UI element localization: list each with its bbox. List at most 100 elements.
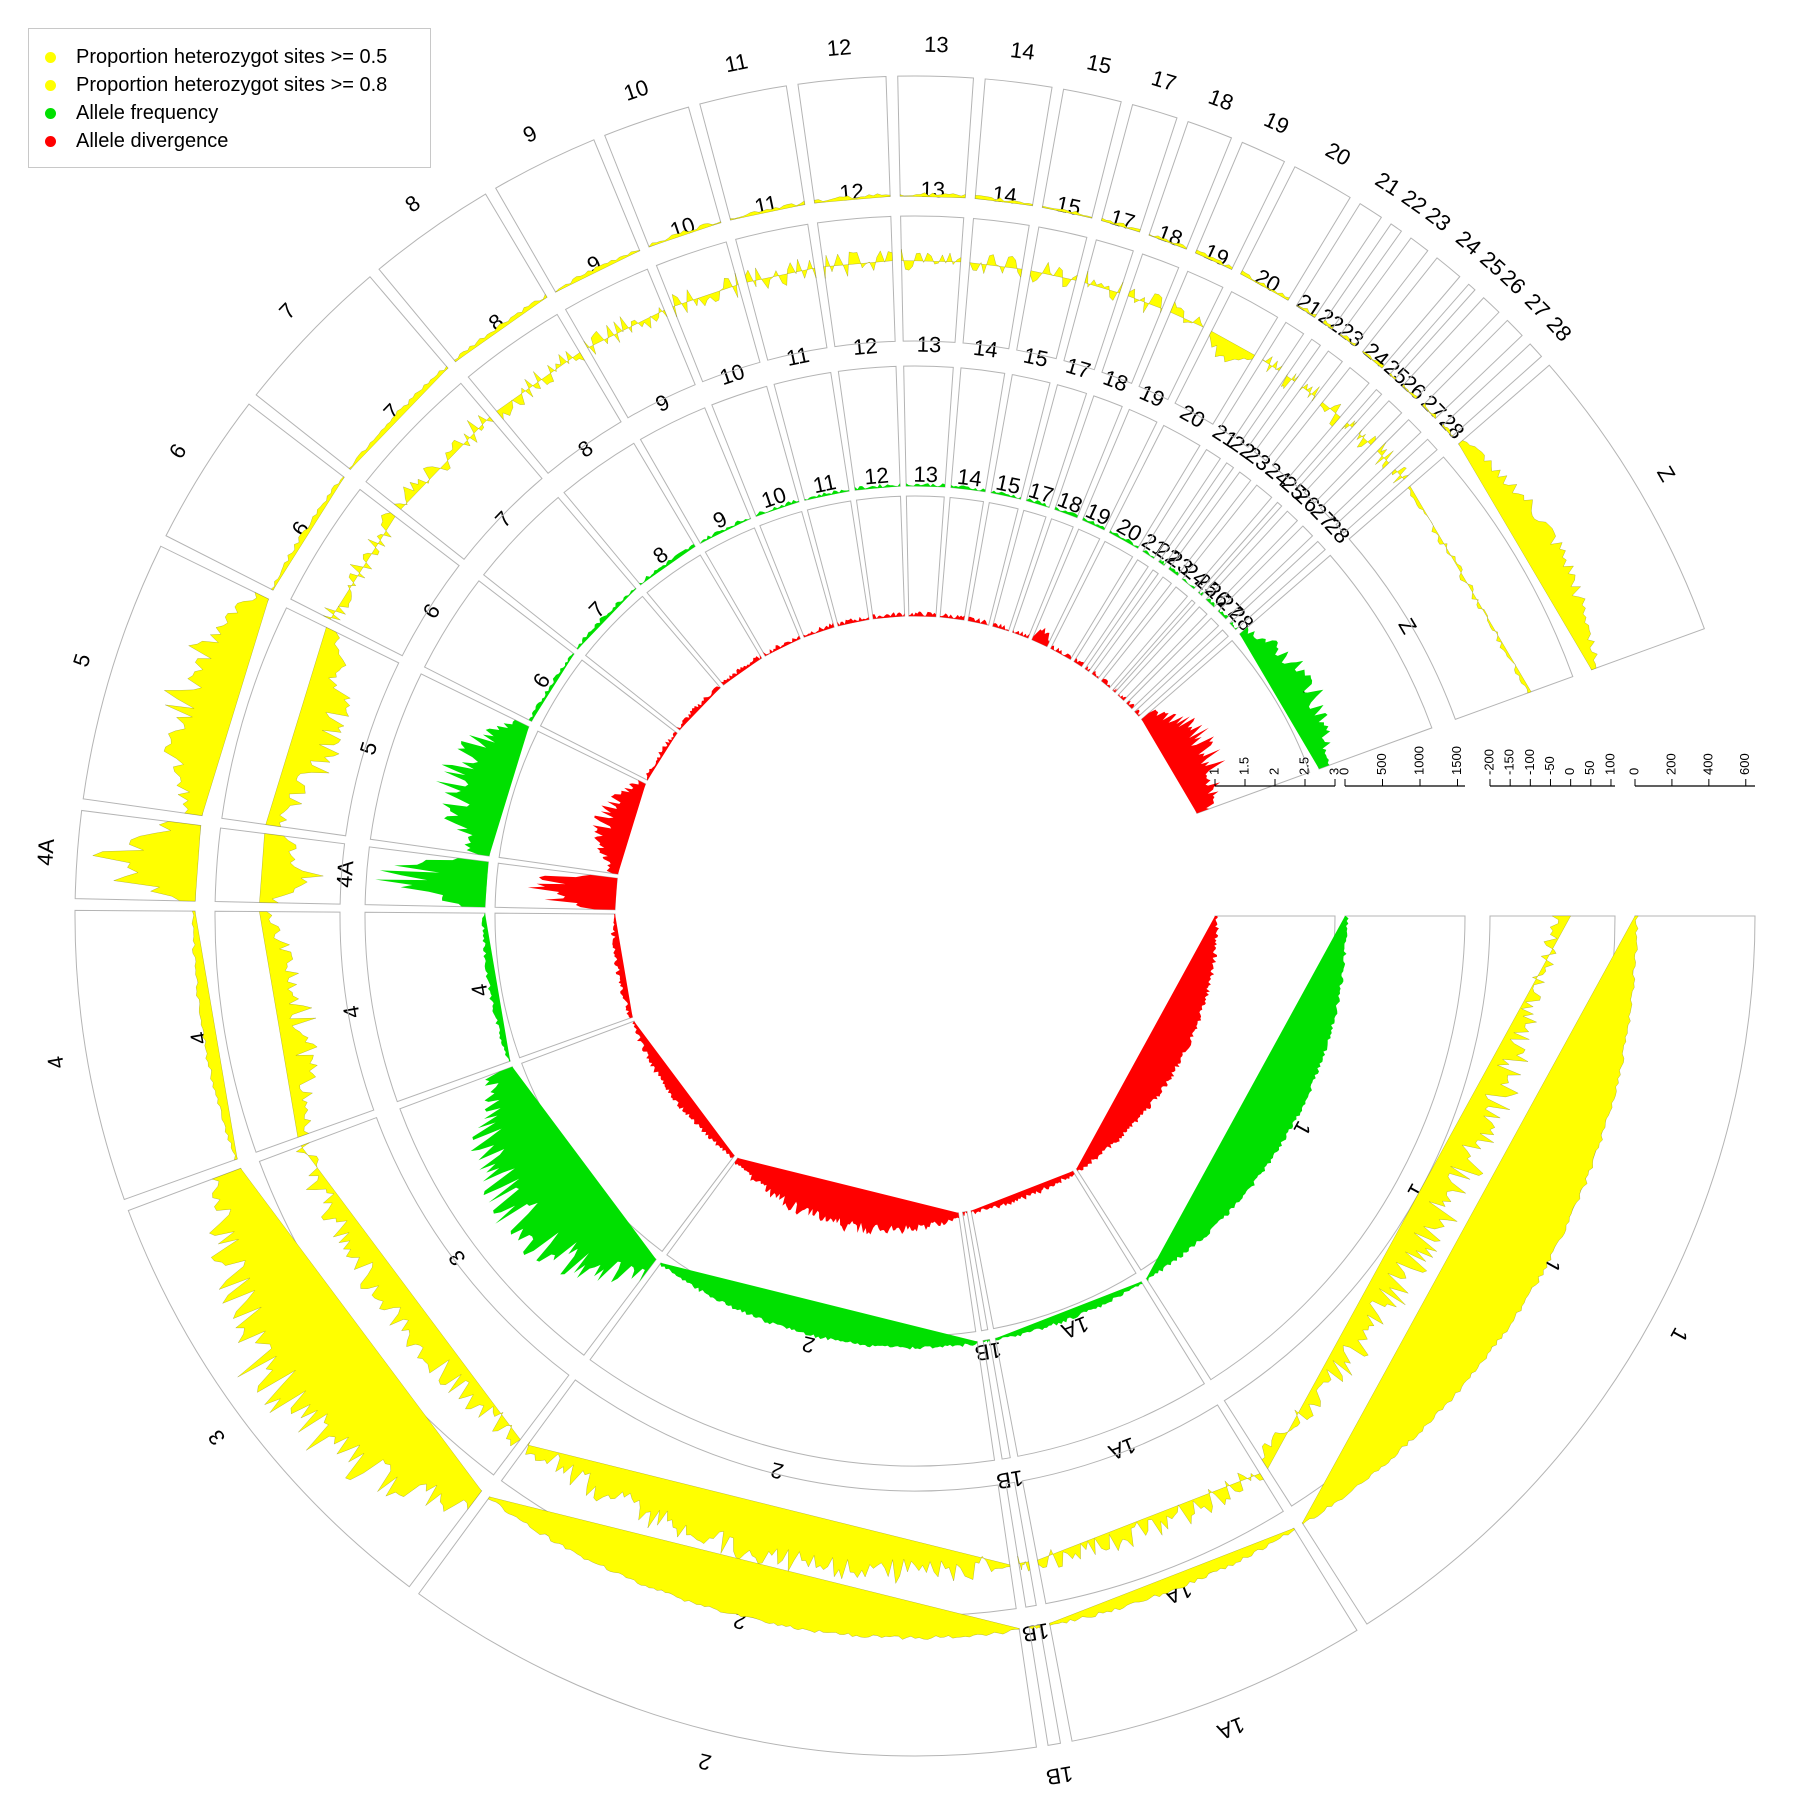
data-area: [259, 833, 324, 904]
chromosome-label: 1A: [1105, 1432, 1139, 1465]
data-area: [375, 858, 489, 908]
axis-tick-label: 1.5: [1236, 757, 1251, 775]
data-area: [454, 293, 548, 362]
data-area: [481, 913, 511, 1062]
chromosome-label: 20: [1176, 399, 1210, 433]
data-area: [1391, 467, 1409, 484]
data-area: [1101, 217, 1141, 233]
data-area: [1037, 1472, 1264, 1569]
chromosome-segment: [939, 496, 985, 621]
axis-tick-label: -200: [1481, 749, 1496, 775]
legend-label: Allele divergence: [76, 129, 229, 152]
chromosome-label: 6: [164, 439, 192, 463]
axis-tick-label: 50: [1582, 761, 1597, 775]
chromosome-label: 1B: [973, 1337, 1004, 1366]
data-area: [1407, 485, 1532, 694]
chromosome-segment: [564, 268, 696, 419]
chromosome-label: 21: [1371, 167, 1405, 201]
chromosome-label: 5: [68, 651, 95, 670]
legend-swatch: [45, 51, 56, 63]
legend-swatch: [45, 79, 56, 91]
chromosome-label: 13: [920, 177, 945, 203]
data-area: [1031, 627, 1050, 647]
chromosome-label: 12: [826, 34, 853, 61]
chromosome-segment: [423, 580, 575, 723]
data-area: [755, 500, 800, 517]
axis-tick-label: 0: [1562, 768, 1577, 775]
axis-tick-label: 0: [1336, 768, 1351, 775]
data-area: [1109, 530, 1139, 549]
chromosome-label: 24: [1451, 225, 1486, 260]
chromosome-label: 18: [1100, 365, 1132, 397]
data-area: [899, 192, 966, 198]
chromosome-label: 4A: [32, 837, 59, 866]
axis-tick-label: 600: [1737, 753, 1752, 775]
chromosome-label: 19: [1136, 379, 1169, 412]
axis-tick-label: 500: [1374, 753, 1389, 775]
data-area: [265, 627, 351, 827]
data-area: [1240, 270, 1290, 301]
data-area: [974, 195, 1033, 206]
chromosome-label: 12: [863, 462, 890, 489]
data-area: [295, 1142, 521, 1447]
chromosome-segment: [1219, 321, 1305, 439]
chromosome-label: Z: [1393, 614, 1421, 638]
chromosome-label: Z: [1652, 462, 1680, 486]
data-area: [527, 874, 618, 910]
data-area: [1375, 442, 1394, 469]
chromosome-label: 10: [621, 74, 652, 106]
chromosome-segment: [1348, 456, 1574, 720]
data-area: [1402, 383, 1418, 399]
axis-tick-label: 0: [1626, 768, 1641, 775]
chromosome-segment: [1319, 418, 1422, 520]
chromosome-segment: [1138, 270, 1224, 401]
chromosome-label: 9: [519, 120, 541, 148]
data-area: [1054, 506, 1078, 518]
data-area: [1050, 645, 1072, 660]
chromosome-label: 4: [466, 982, 493, 998]
data-area: [1012, 629, 1030, 639]
legend-swatch: [45, 107, 56, 119]
chromosome-segment: [900, 215, 965, 343]
data-area: [1319, 402, 1342, 427]
chromosome-segment: [1253, 350, 1344, 462]
data-area: [1422, 402, 1437, 419]
data-area: [323, 512, 396, 621]
chromosome-label: 20: [1251, 264, 1285, 298]
data-area: [576, 588, 637, 650]
chromosome-segment: [970, 1170, 1137, 1330]
chromosome-label: 1: [1665, 1324, 1693, 1347]
data-area: [1170, 301, 1204, 328]
chromosome-label: 2: [696, 1748, 714, 1775]
chromosome-label: 14: [972, 335, 999, 363]
chromosome-segment: [214, 910, 375, 1153]
data-area: [1322, 319, 1335, 330]
chromosome-segment: [816, 215, 896, 348]
data-area: [908, 611, 937, 617]
data-area: [1030, 261, 1078, 288]
chromosome-label: 20: [1321, 137, 1355, 171]
data-area: [814, 193, 891, 204]
chromosome-segment: [639, 407, 752, 545]
data-area: [638, 544, 696, 585]
data-area: [983, 1339, 990, 1343]
chromosome-label: 27: [1520, 288, 1555, 323]
data-area: [496, 350, 585, 420]
chromosome-label: 1A: [1214, 1712, 1248, 1745]
data-area: [1339, 333, 1357, 346]
data-area: [804, 489, 850, 501]
data-area: [1076, 916, 1219, 1171]
chromosome-label: 13: [924, 32, 949, 58]
data-area: [676, 686, 721, 730]
chromosome-segment: [1133, 629, 1229, 717]
axis-tick-label: -100: [1522, 749, 1537, 775]
chromosome-label: 17: [1107, 204, 1138, 235]
chromosome-label: 14: [1009, 37, 1036, 65]
data-area: [92, 821, 201, 902]
chromosome-segment: [1101, 253, 1180, 385]
chromosome-segment: [1271, 366, 1370, 480]
data-area: [163, 592, 269, 816]
chromosome-label: 1B: [994, 1465, 1025, 1494]
chromosome-label: 8: [400, 190, 424, 217]
axis-tick-label: -150: [1502, 749, 1517, 775]
